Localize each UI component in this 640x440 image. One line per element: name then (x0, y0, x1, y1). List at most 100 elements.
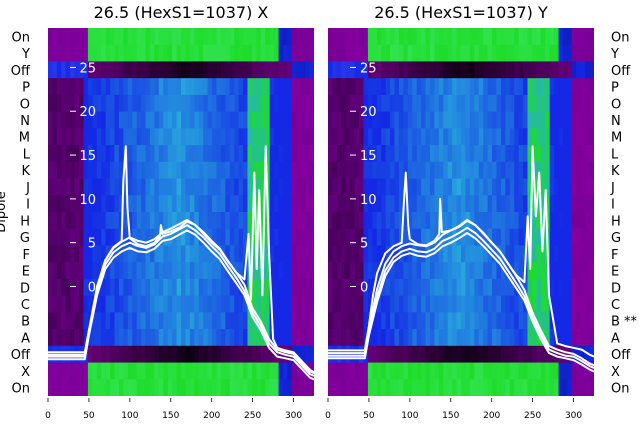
heatmap-cell (149, 145, 155, 163)
heatmap-cell (571, 295, 577, 313)
heatmap-cell (332, 295, 338, 313)
heatmap-cell (127, 312, 133, 330)
heatmap-cell (465, 44, 471, 63)
heatmap-cell (487, 111, 493, 129)
heatmap-cell (461, 295, 467, 313)
heatmap-cell (136, 195, 142, 213)
heatmap-cell (514, 228, 520, 247)
heatmap-cell (220, 379, 226, 396)
heatmap-cell (238, 78, 244, 96)
heatmap-cell (328, 161, 334, 180)
heatmap-cell (216, 145, 222, 163)
heatmap-cell (256, 278, 262, 297)
heatmap-cell (429, 228, 435, 247)
heatmap-cell (580, 178, 586, 196)
heatmap-cell (305, 128, 311, 146)
heatmap-cell (363, 61, 369, 79)
heatmap-cell (83, 161, 89, 180)
heatmap-cell (278, 345, 284, 364)
heatmap-cell (527, 329, 533, 347)
heatmap-cell (282, 111, 288, 129)
heatmap-cell (549, 94, 555, 113)
heatmap-cell (65, 312, 71, 330)
heatmap-cell (580, 379, 586, 396)
heatmap-cell (176, 78, 182, 96)
heatmap-cell (274, 94, 280, 113)
heatmap-cell (363, 94, 369, 113)
heatmap-cell (540, 94, 546, 113)
heatmap-cell (65, 178, 71, 196)
heatmap-cell (194, 345, 200, 364)
heatmap-cell (421, 295, 427, 313)
heatmap-cell (251, 245, 257, 263)
heatmap-cell (354, 278, 360, 297)
heatmap-cell (229, 28, 235, 46)
heatmap-cell (74, 362, 80, 380)
heatmap-cell (83, 44, 89, 63)
heatmap-cell (189, 178, 195, 196)
heatmap-cell (305, 61, 311, 79)
heatmap-cell (300, 278, 306, 297)
heatmap-cell (398, 145, 404, 163)
heatmap-cell (390, 379, 396, 396)
heatmap-cell (407, 312, 413, 330)
heatmap-cell (269, 178, 275, 196)
heatmap-cell (79, 262, 85, 280)
heatmap-cell (443, 61, 449, 79)
heatmap-cell (341, 111, 347, 129)
heatmap-cell (403, 228, 409, 247)
heatmap-cell (536, 145, 542, 163)
heatmap-cell (79, 78, 85, 96)
heatmap-cell (189, 161, 195, 180)
heatmap-cell (585, 379, 591, 396)
heatmap-cell (336, 345, 342, 364)
heatmap-cell (212, 295, 218, 313)
heatmap-cell (576, 44, 582, 63)
heatmap-cell (372, 379, 378, 396)
heatmap-cell (167, 329, 173, 347)
heatmap-cell (527, 278, 533, 297)
heatmap-cell (118, 262, 124, 280)
heatmap-cell (83, 178, 89, 196)
heatmap-cell (571, 379, 577, 396)
heatmap-cell (287, 245, 293, 263)
heatmap-cell (207, 329, 213, 347)
heatmap-cell (158, 195, 164, 213)
heatmap-cell (531, 278, 537, 297)
heatmap-cell (558, 161, 564, 180)
heatmap-cell (562, 94, 568, 113)
heatmap-cell (247, 61, 253, 79)
heatmap-cell (398, 295, 404, 313)
heatmap-cell (61, 94, 67, 113)
heatmap-cell (536, 161, 542, 180)
heatmap-cell (181, 161, 187, 180)
heatmap-cell (309, 245, 314, 263)
heatmap-cell (300, 128, 306, 146)
heatmap-cell (429, 212, 435, 230)
heatmap-cell (456, 145, 462, 163)
heatmap-cell (328, 178, 334, 196)
heatmap-cell (105, 178, 111, 196)
heatmap-cell (123, 312, 129, 330)
heatmap-cell (443, 228, 449, 247)
heatmap-cell (487, 178, 493, 196)
heatmap-cell (518, 128, 524, 146)
heatmap-cell (87, 28, 93, 46)
heatmap-cell (585, 262, 591, 280)
heatmap-cell (469, 295, 475, 313)
heatmap-cell (554, 145, 560, 163)
heatmap-cell (176, 111, 182, 129)
heatmap-cell (220, 44, 226, 63)
heatmap-cell (101, 345, 107, 364)
row-label: B (21, 315, 30, 330)
heatmap-cell (589, 228, 594, 247)
heatmap-cell (443, 128, 449, 146)
heatmap-cell (229, 329, 235, 347)
heatmap-cell (363, 161, 369, 180)
heatmap-cell (341, 28, 347, 46)
heatmap-cell (336, 111, 342, 129)
heatmap-cell (74, 178, 80, 196)
heatmap-cell (287, 94, 293, 113)
heatmap-cell (562, 161, 568, 180)
heatmap-cell (483, 312, 489, 330)
